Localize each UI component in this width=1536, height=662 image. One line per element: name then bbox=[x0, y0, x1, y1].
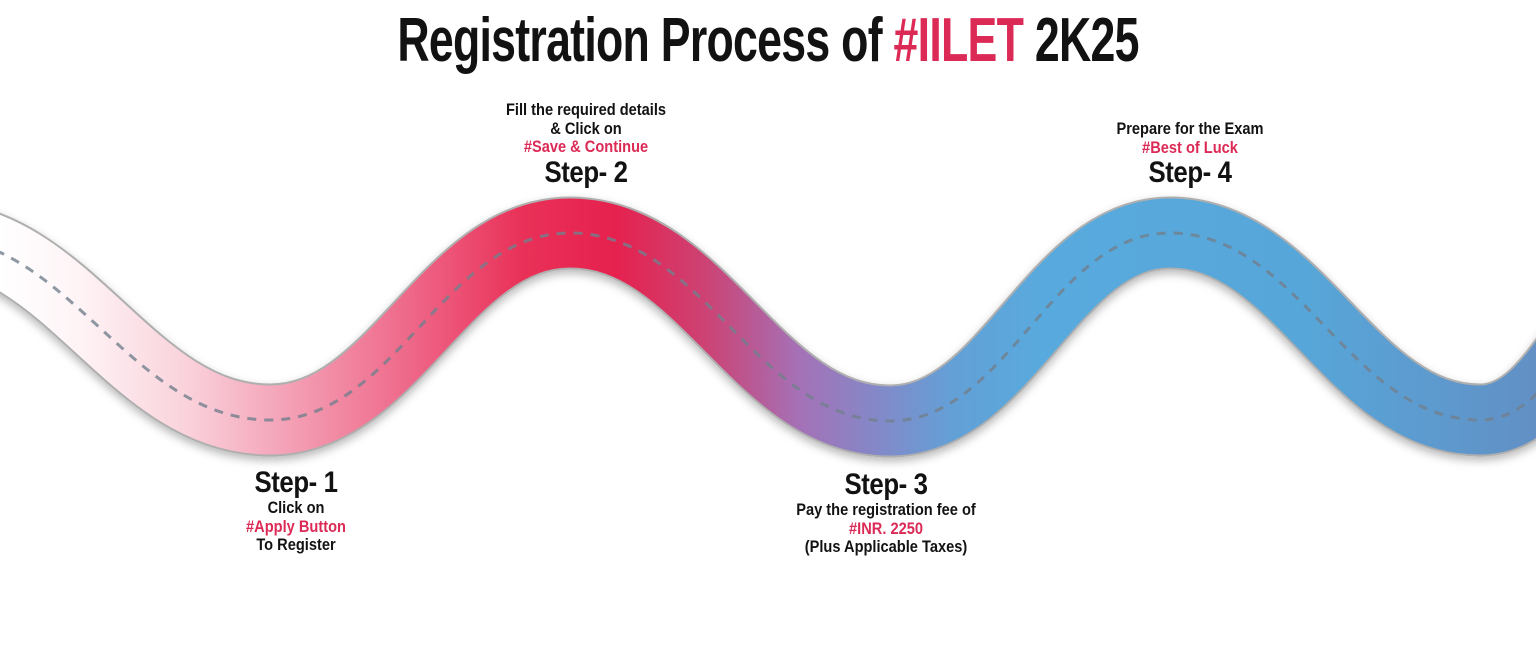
step-4-block: Prepare for the Exam #Best of Luck Step-… bbox=[1116, 119, 1264, 189]
step-3-line-2: #INR. 2250 bbox=[849, 518, 923, 538]
step-1-line-3: To Register bbox=[256, 535, 336, 554]
title-suffix: 2K25 bbox=[1023, 6, 1140, 75]
step-2-block: Fill the required details & Click on #Sa… bbox=[505, 100, 667, 189]
step-3-heading: Step- 3 bbox=[844, 468, 928, 501]
page-title: Registration Process of #IILET 2K25 bbox=[397, 10, 1139, 72]
step-1-heading: Step- 1 bbox=[254, 466, 338, 499]
step-3-line-1: Pay the registration fee of bbox=[796, 500, 976, 519]
step-3-block: Step- 3 Pay the registration fee of #INR… bbox=[796, 469, 976, 557]
step-4-heading: Step- 4 bbox=[1148, 156, 1232, 189]
step-4-line-1: Prepare for the Exam bbox=[1116, 119, 1264, 138]
step-2-heading: Step- 2 bbox=[544, 155, 628, 189]
ribbon-body bbox=[0, 233, 1536, 421]
title-prefix: Registration Process of bbox=[397, 6, 894, 75]
step-1-line-2: #Apply Button bbox=[246, 516, 346, 536]
title-highlight: #IILET bbox=[893, 6, 1024, 75]
step-2-line-2: & Click on bbox=[550, 118, 622, 138]
step-2-line-3: #Save & Continue bbox=[523, 137, 649, 156]
step-4-line-2: #Best of Luck bbox=[1142, 137, 1238, 157]
step-3-line-3: (Plus Applicable Taxes) bbox=[804, 537, 968, 556]
step-2-line-1: Fill the required details bbox=[505, 100, 667, 119]
step-1-block: Step- 1 Click on #Apply Button To Regist… bbox=[246, 467, 346, 555]
step-1-line-1: Click on bbox=[267, 498, 325, 517]
